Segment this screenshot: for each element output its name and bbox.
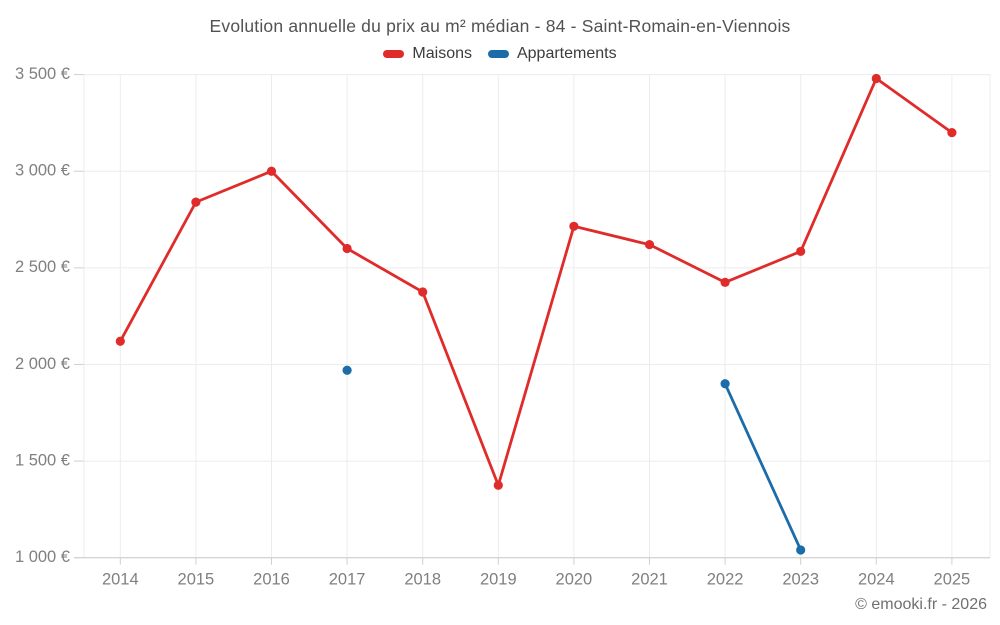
maisons-point-2020 [569,221,579,231]
y-tick-label: 2 000 € [15,355,70,373]
y-tick-label: 3 500 € [15,65,70,83]
x-tick-label: 2017 [329,571,366,589]
legend-item-appartements[interactable]: Appartements [487,45,617,63]
maisons-point-2014 [115,336,125,346]
chart-title: Evolution annuelle du prix au m² médian … [209,16,791,36]
x-tick-label: 2025 [934,571,971,589]
x-tick-label: 2019 [480,571,517,589]
y-tick-label: 1 000 € [15,548,70,566]
appartements-point-2022 [720,379,730,389]
x-tick-label: 2016 [253,571,290,589]
maisons-point-2024 [871,73,881,84]
chart-legend: Maisons Appartements [0,45,1000,63]
maisons-point-2025 [947,127,957,138]
maisons-point-2022 [720,277,730,287]
appartements-point-2017 [342,365,352,375]
maisons-point-2023 [796,246,806,257]
appartements-line [723,382,803,552]
y-tick-label: 3 000 € [15,162,70,180]
x-tick-label: 2021 [631,571,668,589]
maisons-point-2017 [342,243,352,254]
x-tick-label: 2022 [707,571,744,589]
appartements-point-2023 [796,545,806,555]
maisons-legend-swatch [383,50,405,58]
watermark: © emooki.fr - 2026 [855,596,987,613]
maisons-line [118,77,954,487]
maisons-point-2018 [418,287,428,297]
maisons-point-2021 [644,240,655,250]
x-tick-label: 2018 [404,571,441,589]
x-tick-label: 2015 [178,571,215,589]
x-tick-label: 2024 [858,571,895,589]
appartements-legend-swatch [487,50,509,58]
y-tick-label: 2 500 € [15,258,70,276]
maisons-point-2015 [191,197,201,207]
x-tick-label: 2014 [102,571,139,589]
x-tick-label: 2020 [556,571,593,589]
appartements-legend-label: Appartements [516,45,617,62]
maisons-point-2019 [493,480,503,490]
maisons-point-2016 [266,166,277,176]
maisons-legend-label: Maisons [412,45,472,62]
legend-item-maisons[interactable]: Maisons [383,45,472,63]
y-tick-label: 1 500 € [15,451,70,469]
x-tick-label: 2023 [782,571,819,589]
